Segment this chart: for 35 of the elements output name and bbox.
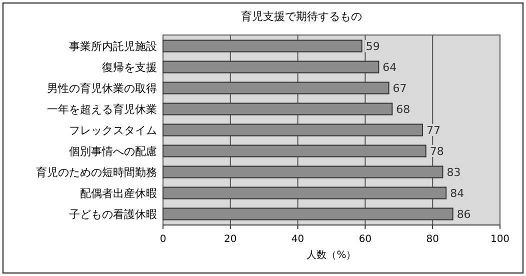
bar	[162, 144, 426, 158]
bar	[162, 186, 447, 200]
bar	[162, 208, 454, 220]
y-tick-label: フレックスタイム	[69, 124, 157, 137]
x-axis-title: 人数（%）	[306, 250, 356, 261]
data-label: 68	[396, 102, 410, 116]
data-label: 64	[382, 60, 397, 74]
y-tick-label: 男性の育児休業の取得	[47, 82, 157, 95]
y-tick-label: 事業所内託児施設	[69, 40, 157, 53]
data-label: 77	[426, 124, 440, 137]
x-tick-label: 0	[160, 234, 166, 245]
y-tick-label: 個別事情への配慮	[69, 144, 157, 158]
x-tick-label: 40	[291, 234, 304, 245]
y-tick-label: 子どもの看護休暇	[69, 208, 157, 221]
data-label: 78	[430, 144, 444, 158]
chart-title: 育児支援で期待するもの	[241, 10, 362, 23]
bar	[162, 40, 362, 52]
x-tick-label: 20	[224, 234, 237, 245]
x-tick-label: 80	[426, 234, 439, 245]
y-tick-label: 復帰を支援	[102, 60, 157, 74]
y-tick-label: 配偶者出産休暇	[80, 186, 157, 200]
data-label: 83	[446, 166, 461, 179]
bar	[162, 166, 444, 178]
data-label: 67	[392, 82, 407, 95]
y-tick-label: 一年を超える育児休業	[47, 102, 157, 116]
bar	[162, 102, 393, 116]
data-label: 59	[366, 40, 380, 53]
x-tick-label: 100	[490, 234, 510, 245]
y-tick-label: 育児のための短時間勤務	[36, 166, 157, 179]
x-tick-label: 60	[358, 234, 372, 245]
data-label: 84	[450, 186, 464, 200]
bar	[162, 82, 390, 94]
bar	[162, 60, 380, 74]
bar	[162, 124, 423, 136]
data-label: 86	[456, 208, 471, 221]
